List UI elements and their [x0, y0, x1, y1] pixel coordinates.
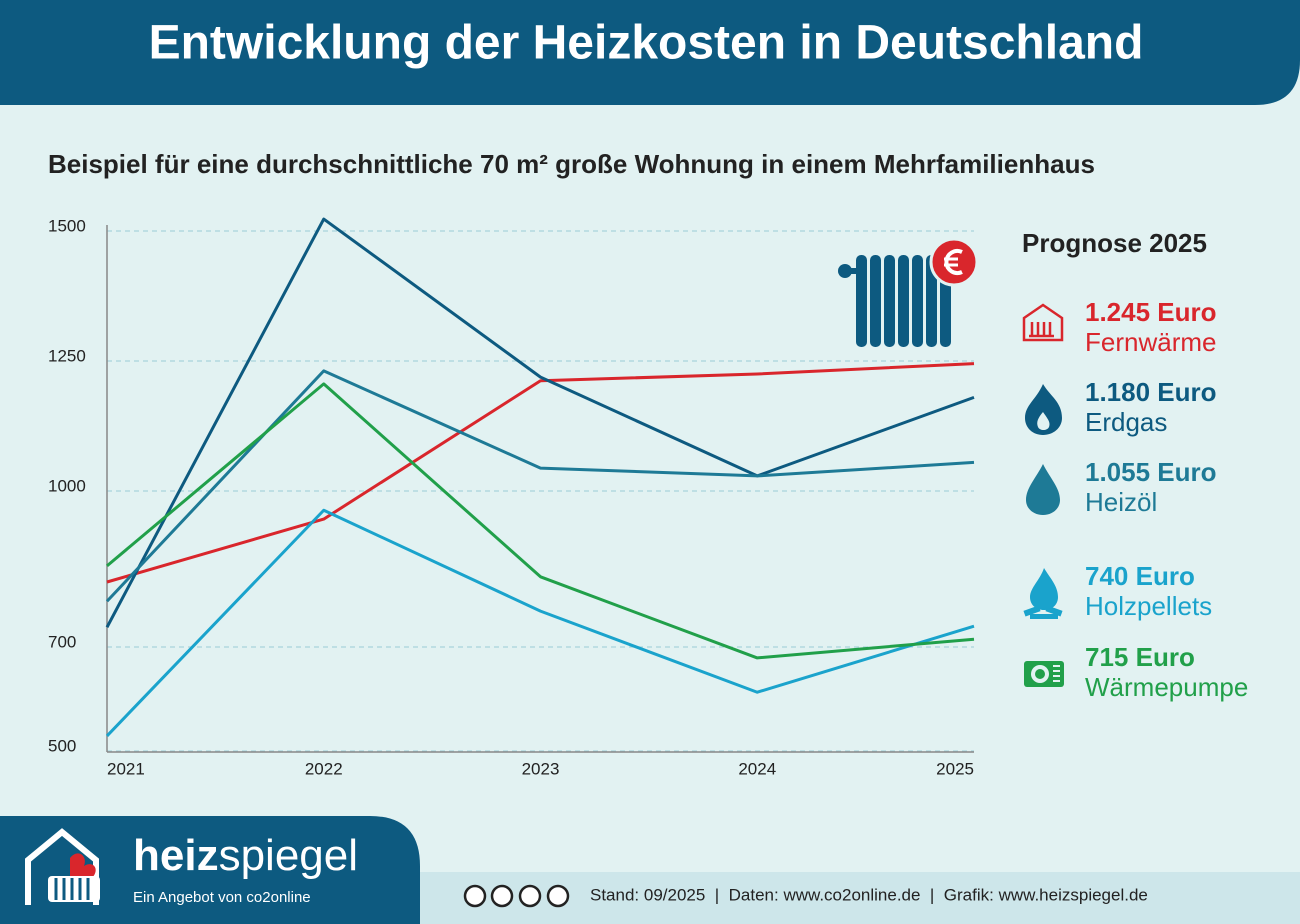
legend-icon — [1022, 303, 1064, 342]
legend-icon — [1025, 384, 1062, 435]
credits: Stand: 09/2025 | Daten: www.co2online.de… — [590, 885, 1148, 904]
x-tick-label: 2022 — [305, 759, 343, 778]
y-tick-label: 1000 — [48, 476, 86, 495]
legend-icon — [1023, 568, 1063, 619]
plot: 500 700 1000 1250 1500 2021 2022 2023 2024 2025 — [48, 216, 975, 778]
x-tick-label: 2021 — [107, 759, 145, 778]
legend-label: Heizöl — [1085, 487, 1157, 517]
radiator-icon — [838, 237, 979, 347]
license-icons — [463, 884, 570, 908]
logo-icon — [25, 828, 100, 905]
series-line — [106, 362, 975, 584]
y-tick-label: 1250 — [48, 346, 86, 365]
x-tick-label: 2024 — [738, 759, 776, 778]
legend-value: 740 Euro — [1085, 561, 1195, 591]
brand: heizspiegel — [133, 831, 358, 880]
y-tick-label: 700 — [48, 632, 76, 651]
legend-value: 1.180 Euro — [1085, 377, 1217, 407]
series-line — [106, 382, 975, 660]
legend-label: Erdgas — [1085, 407, 1167, 437]
header-banner — [0, 0, 1300, 105]
series-line — [105, 217, 975, 628]
x-tick-label: 2023 — [522, 759, 560, 778]
series-line — [105, 369, 975, 603]
legend-icon — [1026, 464, 1060, 515]
tagline: Ein Angebot von co2online — [133, 889, 311, 906]
brand-bold: heiz — [133, 831, 219, 880]
legend-label: Fernwärme — [1085, 327, 1216, 357]
legend-value: 715 Euro — [1085, 642, 1195, 672]
legend-icon — [1024, 661, 1064, 687]
legend-label: Holzpellets — [1085, 591, 1212, 621]
x-tick-label: 2025 — [936, 759, 974, 778]
brand-light: spiegel — [219, 831, 358, 880]
footer-logo-block — [0, 816, 420, 924]
series-line — [105, 508, 975, 737]
chart-subtitle: Beispiel für eine durchschnittliche 70 m… — [48, 149, 1095, 179]
legend-label: Wärmepumpe — [1085, 672, 1248, 702]
legend-title: Prognose 2025 — [1022, 228, 1207, 258]
chart-title: Entwicklung der Heizkosten in Deutschlan… — [149, 17, 1144, 70]
y-tick-label: 500 — [48, 736, 76, 755]
y-tick-label: 1500 — [48, 216, 86, 235]
legend-value: 1.245 Euro — [1085, 297, 1217, 327]
legend-value: 1.055 Euro — [1085, 457, 1217, 487]
